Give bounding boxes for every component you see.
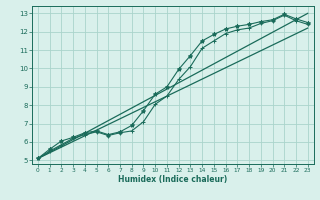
X-axis label: Humidex (Indice chaleur): Humidex (Indice chaleur) xyxy=(118,175,228,184)
